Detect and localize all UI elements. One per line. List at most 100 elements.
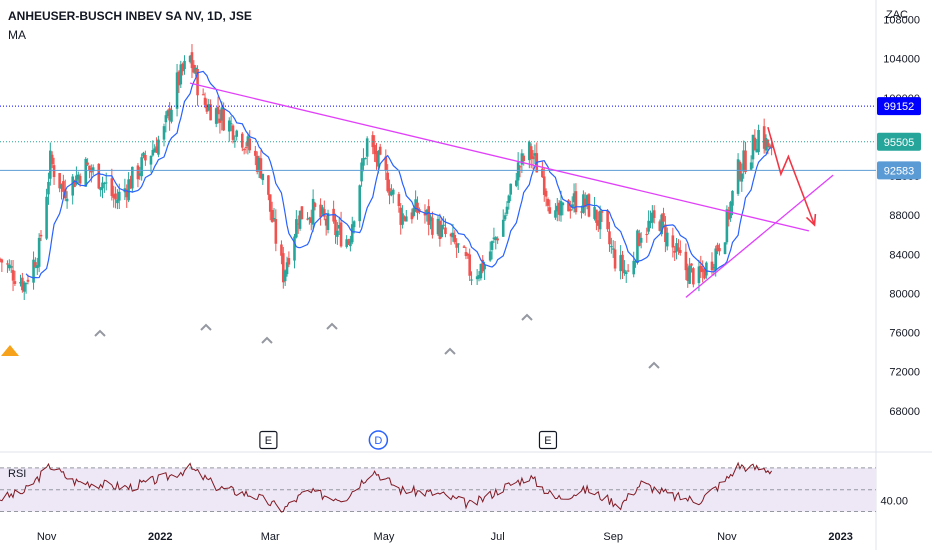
candle-body	[267, 175, 270, 195]
candle-body	[718, 248, 721, 252]
candle-body	[477, 275, 481, 279]
candle-body	[606, 210, 609, 230]
candle-body	[255, 155, 259, 172]
candle-body	[350, 224, 354, 243]
candle-body	[608, 231, 611, 245]
candle-body	[311, 198, 315, 225]
candle-body	[170, 109, 173, 122]
candle-body	[259, 158, 263, 179]
candle-body	[97, 163, 101, 189]
candle-body	[444, 227, 447, 235]
candle-body	[309, 217, 313, 223]
candle-body	[116, 199, 119, 204]
candle-body	[104, 182, 108, 184]
ascending-trendline	[685, 174, 834, 298]
candle-body	[492, 237, 496, 240]
candle-body	[438, 220, 442, 240]
candle-body	[144, 154, 147, 161]
y-tick-label: 104000	[883, 54, 920, 66]
level-price-tag	[877, 97, 921, 116]
candle-body	[475, 276, 479, 280]
candle-body	[129, 179, 132, 189]
candle-body	[240, 133, 244, 148]
candle-body	[677, 247, 680, 251]
candle-body	[440, 224, 444, 237]
candle-body	[582, 194, 585, 213]
candle-body	[481, 259, 485, 272]
candle-body	[529, 146, 533, 159]
candle-body	[749, 162, 753, 170]
dividend-event-marker	[368, 430, 389, 450]
candle-body	[149, 155, 153, 165]
y-tick-label: 68000	[889, 406, 920, 418]
candle-body	[533, 153, 537, 156]
y-tick-label: 88000	[889, 210, 920, 222]
candle-body	[242, 149, 246, 151]
level-price-tag	[877, 132, 921, 151]
signal-triangle-icon	[1, 345, 19, 356]
candle-body	[306, 218, 309, 220]
ma-indicator-label[interactable]: MA	[8, 28, 26, 42]
candle-body	[555, 205, 559, 212]
candle-body	[751, 134, 755, 160]
candle-body	[619, 255, 622, 272]
candle-body	[257, 157, 261, 171]
candle-body	[429, 216, 432, 222]
candle-body	[596, 220, 600, 226]
candle-body	[507, 195, 511, 203]
candle-body	[347, 241, 350, 244]
level-price-tag	[877, 161, 921, 180]
candle-body	[611, 248, 615, 250]
candle-body	[399, 207, 403, 225]
candle-body	[214, 108, 218, 124]
candle-body	[516, 162, 520, 181]
candle-body	[11, 270, 15, 281]
candle-body	[24, 283, 28, 285]
candle-body	[298, 210, 302, 229]
candle-body	[464, 252, 468, 257]
candle-body	[546, 199, 550, 206]
candle-body	[127, 179, 130, 201]
candle-body	[449, 233, 453, 237]
x-tick-label: 2023	[828, 531, 852, 543]
candle-body	[762, 126, 766, 149]
candle-body	[308, 217, 311, 220]
candle-body	[600, 211, 604, 213]
candle-body	[725, 209, 729, 243]
candle-body	[300, 206, 304, 220]
candle-body	[9, 266, 13, 268]
signal-chevron-icon	[648, 361, 660, 369]
rsi-indicator-label[interactable]: RSI	[8, 468, 27, 480]
candle-body	[73, 180, 76, 187]
candle-body	[78, 175, 82, 184]
candle-body	[364, 158, 367, 160]
candle-body	[136, 165, 140, 180]
candle-body	[531, 156, 535, 160]
candle-body	[218, 118, 222, 123]
candle-body	[175, 72, 179, 109]
candle-body	[671, 235, 675, 248]
candle-body	[649, 221, 652, 224]
candle-body	[710, 261, 714, 271]
candle-body	[570, 204, 574, 208]
candle-body	[436, 218, 440, 235]
signal-chevron-icon	[326, 322, 338, 330]
candle-body	[716, 244, 719, 252]
candle-body	[652, 210, 656, 218]
candle-body	[188, 55, 192, 62]
candle-body	[431, 217, 434, 235]
candle-body	[766, 139, 770, 148]
candle-body	[503, 215, 507, 220]
candle-body	[593, 207, 596, 219]
candle-body	[731, 190, 734, 206]
y-tick-label: 80000	[889, 288, 920, 300]
candle-body	[528, 141, 531, 161]
candle-body	[334, 219, 337, 236]
candle-body	[457, 243, 460, 245]
candle-body	[168, 108, 171, 121]
candle-body	[520, 153, 524, 165]
candle-body	[6, 263, 9, 265]
candle-body	[125, 189, 129, 198]
candle-body	[60, 184, 63, 189]
